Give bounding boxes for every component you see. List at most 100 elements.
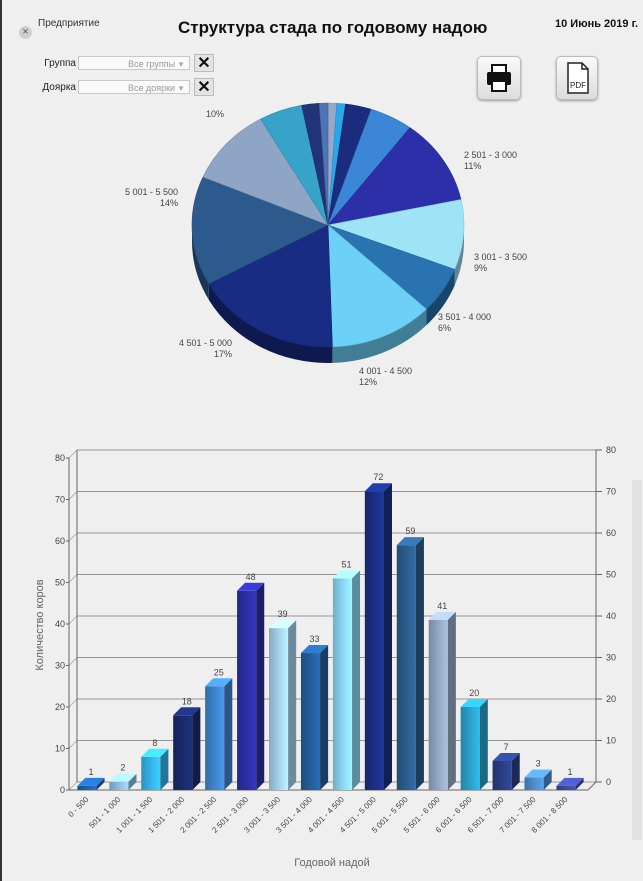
bar-value-label: 51 (341, 559, 351, 569)
pie-label: 4 501 - 5 000 (179, 338, 232, 348)
pie-slice (191, 176, 329, 285)
bar-top (492, 752, 520, 761)
bar-top (269, 620, 297, 629)
y-tick-label-right: 20 (606, 694, 616, 704)
bar-side (511, 752, 520, 790)
printer-icon (487, 64, 511, 92)
x-axis-title: Годовой надой (294, 857, 370, 869)
bar-top (396, 537, 424, 546)
bar-side (383, 483, 392, 790)
y-tick-label-right: 70 (606, 487, 616, 497)
pie-label: 2 501 - 3 000 (464, 150, 517, 160)
bar-value-label: 72 (373, 472, 383, 482)
gridline-depth (68, 532, 78, 542)
clear-milkmaid-button[interactable]: ✕ (194, 78, 214, 96)
pie-label-pct: 10% (206, 109, 224, 119)
bar-side (96, 777, 105, 790)
bar-value-label: 39 (278, 609, 288, 619)
y-tick-label-right: 40 (606, 611, 616, 621)
bar-value-label: 41 (437, 601, 447, 611)
clear-group-button[interactable]: ✕ (194, 54, 214, 72)
bar-side (479, 699, 488, 790)
bar (332, 578, 353, 790)
gridline-depth (68, 781, 78, 791)
bar-side (128, 773, 137, 790)
pie-label-pct: 6% (438, 323, 451, 333)
pie-slice (327, 224, 427, 348)
pie-slice (208, 224, 333, 348)
bar-side (352, 570, 361, 790)
pie-slice (202, 118, 329, 226)
bar-side (320, 645, 329, 790)
enterprise-label: Предприятие (38, 18, 100, 29)
bar-top (332, 570, 361, 579)
group-select-value: Все группы (128, 59, 176, 69)
gridline-depth (68, 698, 78, 708)
gridline-depth (68, 491, 78, 500)
pie-slice-side (192, 225, 209, 300)
y-tick-label-right: 30 (606, 653, 616, 663)
bar-value-label: 48 (246, 572, 256, 582)
bar-side (288, 620, 297, 790)
print-button[interactable] (477, 56, 521, 100)
page-title: Структура стада по годовому надою (178, 18, 488, 37)
bar-value-label: 1 (88, 767, 93, 777)
group-filter-label: Группа (44, 58, 76, 69)
pie-slice-side (208, 283, 333, 363)
bar-top (428, 611, 456, 620)
bar-side (256, 582, 265, 790)
gridline-depth (68, 740, 78, 749)
bar-value-label: 18 (182, 696, 192, 706)
bar-value-label: 25 (214, 667, 224, 677)
bar-top (109, 773, 137, 782)
pie-label-pct: 12% (359, 377, 377, 387)
y-tick-label-right: 10 (606, 736, 616, 746)
bar-top (364, 483, 392, 492)
bar (524, 777, 544, 790)
bar (173, 715, 193, 790)
pie-label-pct: 11% (464, 161, 481, 171)
y-tick-label-right: 0 (606, 777, 611, 787)
milkmaid-filter-label: Доярка (42, 82, 76, 93)
bar-side (575, 777, 584, 790)
y-tick-label-right: 50 (606, 570, 616, 580)
pie-slice (326, 199, 465, 270)
bar-value-label: 3 (536, 759, 541, 769)
bar-side (224, 678, 233, 790)
gridline-depth (68, 615, 78, 625)
chevron-down-icon: ▼ (177, 60, 185, 69)
bar-side (192, 707, 201, 790)
bar-top (237, 582, 265, 591)
bar-side (543, 769, 552, 790)
milkmaid-select[interactable]: Все доярки ▼ (78, 80, 190, 94)
pdf-export-button[interactable]: PDF (556, 56, 598, 100)
y-tick-label-right: 80 (606, 445, 616, 455)
bar-top (205, 678, 233, 687)
chevron-down-icon: ▼ (177, 84, 185, 93)
bar (492, 760, 512, 790)
bar (364, 491, 384, 790)
bar (205, 686, 225, 790)
bar (77, 785, 97, 790)
bar-top (556, 777, 584, 786)
close-icon[interactable]: × (19, 26, 32, 39)
bar (141, 756, 161, 790)
y-tick-label: 80 (55, 453, 65, 463)
bar-value-label: 1 (568, 767, 573, 777)
vertical-scrollbar[interactable] (632, 480, 642, 840)
pie-label-pct: 9% (474, 263, 487, 273)
pie-label: 5 001 - 5 500 (125, 187, 178, 197)
bar (428, 619, 448, 790)
gridline-depth (68, 657, 78, 666)
group-select[interactable]: Все группы ▼ (78, 56, 190, 70)
bar-top (141, 748, 169, 757)
bar-value-label: 20 (469, 688, 479, 698)
pie-label: 3 001 - 3 500 (474, 252, 527, 262)
bar (269, 628, 289, 790)
milkmaid-select-value: Все доярки (127, 83, 176, 93)
bar-value-label: 8 (152, 738, 157, 748)
pie-label: 4 001 - 4 500 (359, 366, 412, 376)
gridline-depth (68, 574, 78, 583)
